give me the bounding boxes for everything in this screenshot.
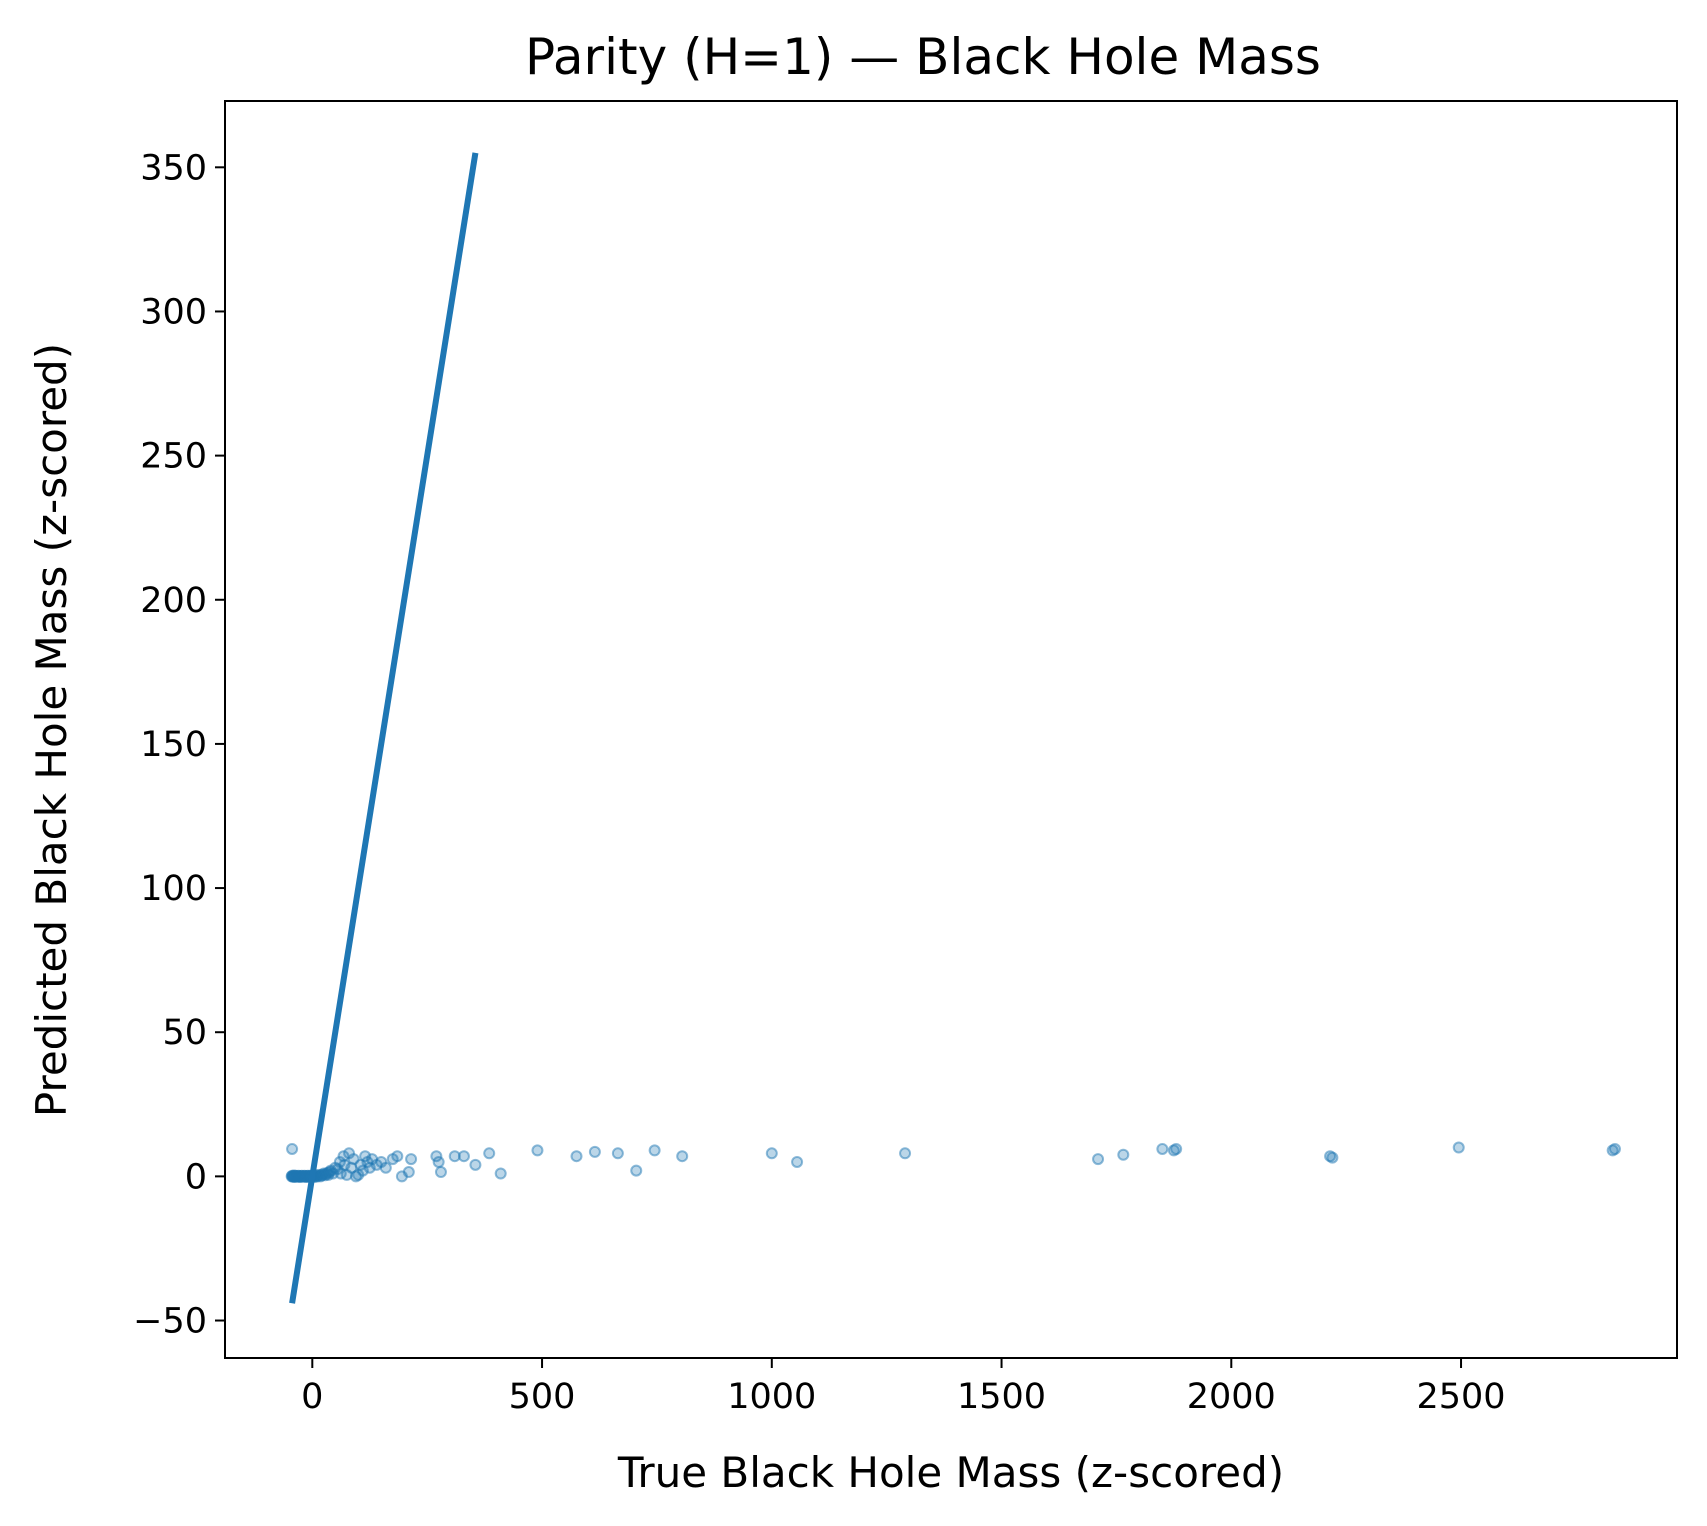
y-tick-label: 100 — [140, 869, 207, 909]
y-tick-label: −50 — [133, 1302, 207, 1342]
y-tick-label: 350 — [140, 148, 207, 188]
y-tick-label: 300 — [140, 292, 207, 332]
scatter-point — [1156, 1142, 1169, 1155]
x-tick-label: 500 — [509, 1377, 576, 1417]
y-tick-label: 50 — [162, 1013, 207, 1053]
scatter-point — [570, 1150, 583, 1163]
scatter-point — [531, 1144, 544, 1157]
scatter-point — [391, 1150, 404, 1163]
y-tick-label: 0 — [185, 1157, 207, 1197]
x-tick-label: 2000 — [1187, 1377, 1276, 1417]
x-tick-label: 0 — [301, 1377, 323, 1417]
x-axis-label: True Black Hole Mass (z-scored) — [617, 1448, 1284, 1497]
x-axis-ticks: 0 500 1000 1500 2000 2500 — [301, 1358, 1506, 1417]
scatter-point — [676, 1150, 689, 1163]
scatter-point — [405, 1153, 418, 1166]
y-tick-label: 250 — [140, 437, 207, 477]
scatter-point — [457, 1150, 470, 1163]
scatter-point — [588, 1145, 601, 1158]
scatter-point — [1170, 1142, 1183, 1155]
parity-line — [289, 152, 479, 1304]
y-tick-label: 200 — [140, 581, 207, 621]
scatter-point — [648, 1144, 661, 1157]
scatter-point — [1452, 1141, 1465, 1154]
y-tick-label: 150 — [140, 725, 207, 765]
scatter-point — [611, 1147, 624, 1160]
chart-title: Parity (H=1) — Black Hole Mass — [525, 28, 1321, 86]
scatter-point — [765, 1147, 778, 1160]
y-axis-label: Predicted Black Hole Mass (z-scored) — [27, 343, 76, 1117]
x-tick-label: 2500 — [1416, 1377, 1505, 1417]
scatter-point — [1608, 1142, 1621, 1155]
x-tick-label: 1500 — [957, 1377, 1046, 1417]
scatter-point — [494, 1167, 507, 1180]
x-tick-label: 1000 — [727, 1377, 816, 1417]
scatter-point — [469, 1158, 482, 1171]
scatter-point — [483, 1147, 496, 1160]
scatter-point — [630, 1164, 643, 1177]
y-axis-ticks: −50 0 50 100 150 200 250 300 350 — [133, 148, 225, 1342]
scatter-point — [791, 1155, 804, 1168]
scatter-point — [899, 1147, 912, 1160]
scatter-point — [1117, 1148, 1130, 1161]
parity-line-layer — [289, 152, 479, 1304]
scatter-point — [286, 1142, 299, 1155]
scatter-point — [379, 1161, 392, 1174]
scatter-point — [432, 1155, 445, 1168]
plot-frame — [224, 100, 1678, 1359]
scatter-point — [434, 1166, 447, 1179]
scatter-point — [1092, 1153, 1105, 1166]
scatter-point — [1326, 1151, 1339, 1164]
scatter-point — [402, 1166, 415, 1179]
